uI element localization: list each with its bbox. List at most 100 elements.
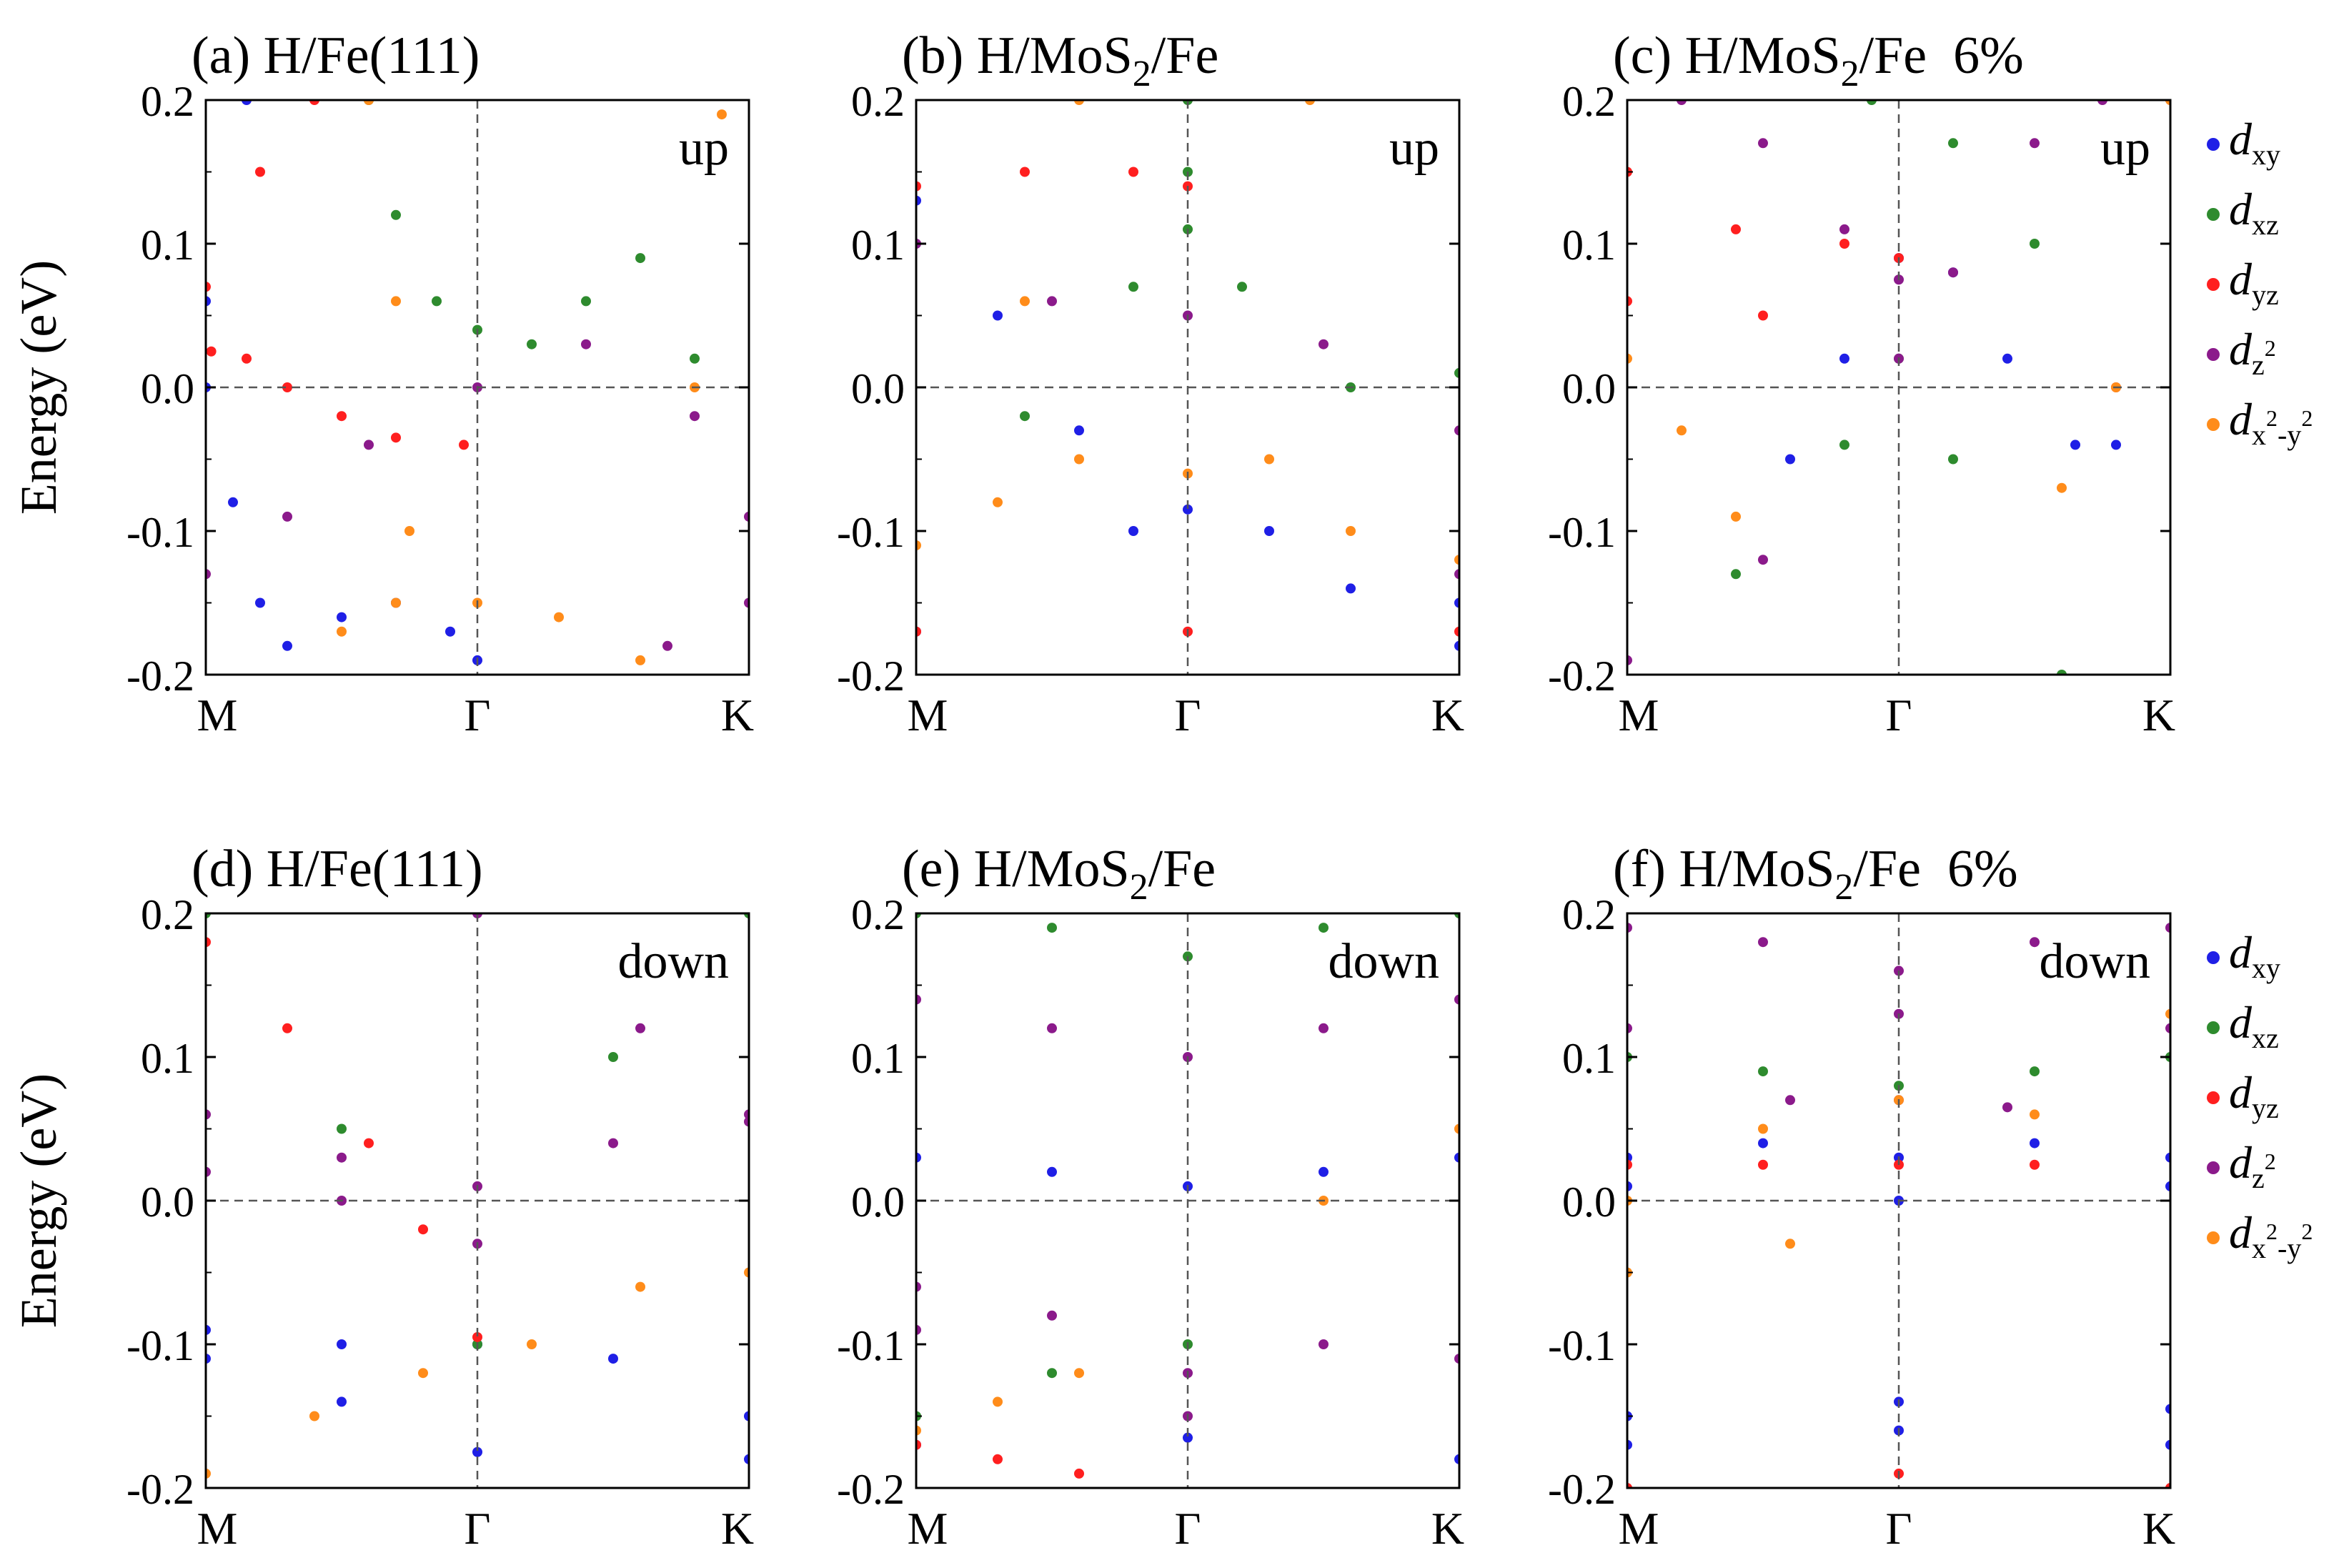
series-dz2: [916, 994, 1459, 1421]
band-point-dxz: [1237, 282, 1247, 292]
legend-marker: [2207, 348, 2220, 361]
y-tick-label: -0.2: [1548, 652, 1616, 700]
band-point-dyz: [916, 626, 921, 637]
band-point-dyz: [206, 346, 217, 357]
band-point-dxy: [1627, 1181, 1632, 1191]
x-tick-label: Γ: [1175, 690, 1201, 740]
panel-title: (a) H/Fe(111): [192, 26, 480, 85]
y-tick-label: 0.0: [141, 1179, 194, 1226]
band-point-dxz: [391, 209, 401, 220]
x-tick-label: Γ: [465, 1503, 491, 1554]
band-point-dxy: [1128, 526, 1138, 536]
band-point-dx2-y2: [1785, 1239, 1795, 1249]
y-tick-label: -0.1: [837, 1322, 905, 1369]
x-tick-label: K: [2142, 1503, 2175, 1554]
band-point-dxy: [1454, 640, 1459, 651]
band-point-dxy: [228, 497, 238, 507]
band-point-dz2: [662, 640, 672, 651]
band-point-dxz: [1020, 411, 1030, 422]
band-point-dxy: [2111, 440, 2121, 450]
panel-f: (f) H/MoS2/Fe 6%0.2 0.1 0.0 -0.1 -0.2M Γ Kdown…: [1548, 840, 2313, 1554]
band-point-dz2: [2097, 100, 2107, 105]
x-tick-label: M: [1619, 690, 1659, 740]
y-tick-label: -0.2: [126, 1466, 194, 1513]
band-point-dxz: [1047, 1368, 1057, 1379]
band-point-dz2: [1454, 994, 1459, 1005]
y-tick-label: 0.0: [1562, 365, 1616, 412]
band-point-dz2: [206, 569, 211, 580]
y-tick-label: -0.2: [1548, 1466, 1616, 1513]
band-point-dxz: [608, 1052, 618, 1062]
panel-title: (e) H/MoS2/Fe: [902, 840, 1216, 908]
band-point-dx2-y2: [391, 296, 401, 307]
band-point-dx2-y2: [993, 497, 1003, 507]
band-point-dz2: [608, 1138, 618, 1148]
band-point-dyz: [282, 382, 292, 392]
band-point-dz2: [690, 411, 700, 422]
y-tick-label: -0.1: [1548, 509, 1616, 556]
band-point-dz2: [1047, 296, 1057, 307]
x-tick-label: M: [197, 1503, 238, 1554]
band-point-dz2: [916, 1281, 921, 1292]
band-point-dyz: [337, 411, 347, 422]
band-point-dz2: [1047, 1310, 1057, 1321]
x-tick-label: K: [721, 1503, 754, 1554]
band-point-dx2-y2: [993, 1396, 1003, 1407]
band-point-dxz: [1047, 923, 1057, 933]
x-tick-label: M: [908, 1503, 948, 1554]
band-point-dxy: [1758, 1138, 1768, 1148]
band-point-dz2: [2002, 1102, 2012, 1113]
band-point-dyz: [1128, 167, 1138, 177]
y-tick-label: 0.2: [851, 891, 905, 938]
band-point-dxz: [2030, 239, 2040, 249]
band-point-dxy: [242, 100, 252, 105]
y-axis-label: Energy (eV): [10, 260, 67, 515]
band-point-dz2: [206, 1166, 211, 1177]
band-point-dx2-y2: [1677, 425, 1687, 436]
band-point-dz2: [1319, 1339, 1329, 1349]
series-dz2: [1627, 100, 2107, 665]
band-point-dxz: [527, 339, 537, 349]
y-tick-label: -0.2: [837, 1466, 905, 1513]
band-point-dxy: [255, 597, 265, 608]
y-tick-label: 0.2: [1562, 78, 1616, 125]
panel-b: (b) H/MoS2/Fe0.2 0.1 0.0 -0.1 -0.2M Γ Kup: [837, 26, 1464, 740]
legend-entry: dxz: [2229, 997, 2279, 1054]
series-dz2: [206, 339, 749, 651]
band-point-dz2: [916, 994, 921, 1005]
band-point-dxz: [2057, 670, 2067, 675]
legend-entry: dx2-y2: [2229, 394, 2313, 451]
band-point-dz2: [744, 1109, 749, 1120]
band-points: [1627, 923, 2170, 1488]
band-point-dxz: [1948, 454, 1958, 465]
band-point-dx2-y2: [1346, 526, 1356, 536]
legend-marker: [2207, 138, 2220, 151]
band-point-dxy: [744, 1454, 749, 1464]
band-point-dxz: [744, 913, 749, 918]
band-point-dx2-y2: [364, 100, 374, 105]
band-point-dx2-y2: [404, 526, 414, 536]
panel-title: (b) H/MoS2/Fe: [902, 26, 1218, 94]
spin-label: up: [2100, 121, 2150, 176]
legend-entry: dxy: [2229, 114, 2280, 171]
band-point-dx2-y2: [916, 1425, 921, 1436]
band-point-dz2: [1627, 923, 1632, 933]
band-point-dxy: [1785, 454, 1795, 465]
band-point-dyz: [391, 432, 401, 443]
series-dx2-y2: [337, 100, 727, 665]
x-tick-label: Γ: [1886, 1503, 1912, 1554]
band-point-dz2: [581, 339, 591, 349]
x-tick-label: K: [1431, 1503, 1464, 1554]
band-point-dxy: [2070, 440, 2080, 450]
band-point-dx2-y2: [1074, 1368, 1084, 1379]
band-point-dx2-y2: [206, 1468, 211, 1479]
band-point-dz2: [1677, 100, 1687, 105]
legend-entry: dyz: [2229, 1067, 2279, 1124]
x-tick-label: Γ: [1886, 690, 1912, 740]
band-point-dz2: [916, 1324, 921, 1335]
y-tick-label: 0.1: [851, 222, 905, 269]
band-point-dxy: [1047, 1166, 1057, 1177]
y-tick-label: 0.2: [141, 78, 194, 125]
